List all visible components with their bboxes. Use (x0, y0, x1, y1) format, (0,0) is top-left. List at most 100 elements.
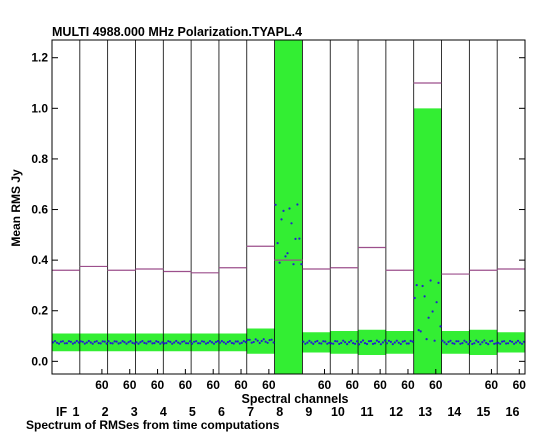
rms-point (361, 339, 365, 342)
rms-point (214, 340, 218, 344)
rms-point (179, 342, 182, 345)
y-tick-label: 0.8 (31, 152, 48, 166)
rms-point (296, 203, 299, 206)
rms-point (181, 340, 184, 343)
rms-point (95, 340, 98, 343)
rms-point (294, 237, 297, 240)
rms-point (107, 340, 110, 343)
if-divider-layer (79, 40, 498, 374)
x-tick-label: 60 (318, 378, 332, 392)
rms-band-4 (135, 333, 164, 352)
rms-point (336, 340, 339, 343)
rms-point (121, 340, 124, 343)
rms-point (99, 342, 102, 345)
rms-point (143, 341, 146, 344)
rms-point (67, 340, 70, 343)
rms-point (441, 339, 444, 342)
rms-point (348, 341, 351, 344)
rms-point (363, 342, 367, 345)
rms-point (467, 343, 470, 346)
rms-point (387, 339, 390, 342)
rms-point (505, 342, 508, 345)
rms-point (449, 339, 452, 342)
rms-point (487, 343, 490, 346)
rms-point (407, 342, 410, 345)
rms-point (93, 340, 96, 343)
y-tick-label: 1.0 (31, 101, 48, 115)
rms-band-9 (274, 40, 303, 374)
rms-point (318, 342, 321, 345)
rms-point (216, 340, 219, 343)
rms-point (125, 342, 128, 345)
x-tick-label: 60 (513, 378, 527, 392)
rms-point (477, 340, 480, 344)
x-tick-label: 60 (373, 378, 387, 392)
x-tick-label: 60 (151, 378, 165, 392)
footer-caption: Spectrum of RMSes from time computations (26, 418, 280, 432)
rms-point (208, 340, 212, 343)
rms-point (254, 338, 257, 341)
rms-point (105, 342, 108, 345)
rms-point (73, 341, 76, 344)
rms-point (417, 329, 420, 332)
rms-point (288, 207, 291, 210)
x-tick-label: 60 (485, 378, 499, 392)
rms-point (377, 340, 380, 343)
rms-point (457, 340, 460, 343)
rms-point (379, 343, 382, 346)
rms-point (248, 338, 251, 341)
rms-point (153, 342, 156, 345)
rms-point (471, 342, 474, 346)
rms-point (123, 341, 126, 344)
rms-point (165, 342, 168, 345)
rms-point (389, 340, 392, 343)
if-label-14: 14 (447, 405, 461, 419)
rms-point (171, 342, 174, 345)
rms-point (199, 342, 202, 345)
rms-point (495, 342, 498, 345)
rms-point (473, 342, 476, 345)
rms-points-layer (51, 203, 526, 346)
rms-point (445, 343, 448, 346)
rms-point (226, 341, 229, 344)
if-label-2: 2 (102, 405, 109, 419)
rms-point (489, 340, 492, 343)
rms-point (475, 339, 478, 342)
rms-point (316, 339, 319, 343)
rms-point (413, 296, 416, 300)
rms-point (447, 340, 450, 343)
rms-point (139, 341, 142, 344)
rms-band-15 (441, 330, 470, 354)
rms-point (340, 341, 343, 345)
rms-point (518, 341, 522, 344)
if-label-15: 15 (476, 405, 490, 419)
rms-point (232, 342, 235, 345)
rms-point (338, 342, 341, 345)
x-tick-label: 60 (429, 378, 443, 392)
rms-point (304, 342, 307, 345)
rms-point (206, 341, 210, 344)
if-prefix-label: IF (56, 405, 67, 419)
rms-point (79, 340, 82, 343)
rms-point (278, 261, 281, 264)
rms-point (344, 341, 347, 344)
rms-point (200, 340, 204, 343)
y-tick-label: 0.2 (31, 304, 48, 318)
rms-point (63, 342, 66, 345)
x-axis: 60 60 60 60 60 60 60 60 60 60 60 60 60 60 (95, 369, 526, 392)
rms-point (509, 339, 512, 343)
rms-point (246, 338, 249, 341)
rms-point (397, 341, 400, 344)
rms-point (427, 316, 430, 319)
rms-point (85, 341, 88, 344)
rms-point (306, 341, 309, 344)
rms-point (81, 340, 84, 343)
rms-band-7 (218, 333, 247, 352)
rms-point (371, 342, 375, 345)
rms-point (485, 341, 488, 345)
rms-point (220, 340, 223, 343)
rms-point (282, 209, 285, 212)
rms-point (403, 339, 406, 343)
rms-point (61, 340, 64, 343)
rms-point (177, 341, 180, 344)
